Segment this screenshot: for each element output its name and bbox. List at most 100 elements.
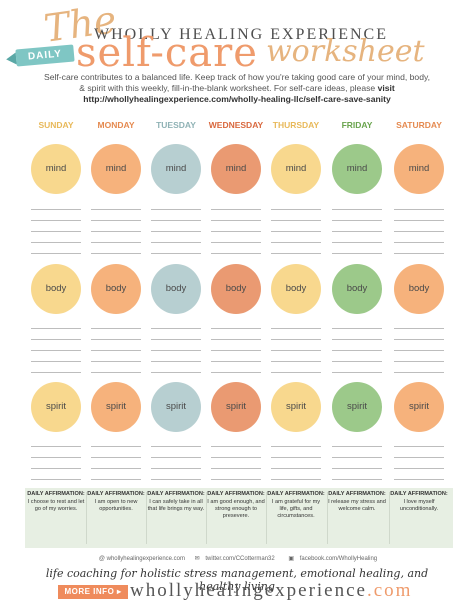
spirit-write-line[interactable] [91,479,141,480]
body-write-line[interactable] [394,350,444,351]
body-write-line[interactable] [332,328,382,329]
mind-write-line[interactable] [271,231,321,232]
spirit-write-line[interactable] [211,446,261,447]
intro-visit-link[interactable]: visit http://whollyhealingexperience.com… [83,83,395,104]
spirit-write-line[interactable] [211,457,261,458]
mind-write-line[interactable] [394,253,444,254]
mind-write-line[interactable] [211,209,261,210]
body-write-line[interactable] [394,328,444,329]
mind-write-line[interactable] [31,253,81,254]
body-write-line[interactable] [332,339,382,340]
spirit-write-line[interactable] [31,479,81,480]
body-write-line[interactable] [211,372,261,373]
body-write-line[interactable] [271,372,321,373]
body-write-line[interactable] [394,372,444,373]
mind-write-line[interactable] [332,253,382,254]
body-write-line[interactable] [31,328,81,329]
body-write-line[interactable] [332,361,382,362]
body-write-line[interactable] [211,361,261,362]
body-write-line[interactable] [91,350,141,351]
mind-write-line[interactable] [151,231,201,232]
mind-write-line[interactable] [91,253,141,254]
spirit-write-line[interactable] [271,468,321,469]
mind-write-line[interactable] [332,231,382,232]
mind-write-line[interactable] [271,209,321,210]
mind-write-line[interactable] [211,253,261,254]
mind-write-line[interactable] [91,231,141,232]
mind-write-line[interactable] [394,220,444,221]
more-info-button[interactable]: MORE INFO ▸ [58,585,128,599]
spirit-write-line[interactable] [394,468,444,469]
body-write-line[interactable] [211,328,261,329]
body-write-line[interactable] [151,350,201,351]
spirit-write-line[interactable] [271,446,321,447]
spirit-write-line[interactable] [151,446,201,447]
spirit-write-line[interactable] [31,468,81,469]
body-write-line[interactable] [91,361,141,362]
spirit-write-line[interactable] [211,479,261,480]
mind-write-line[interactable] [271,253,321,254]
spirit-write-line[interactable] [151,468,201,469]
mind-write-line[interactable] [332,242,382,243]
spirit-write-line[interactable] [332,446,382,447]
spirit-write-line[interactable] [332,468,382,469]
body-write-line[interactable] [31,361,81,362]
body-write-line[interactable] [151,328,201,329]
body-write-line[interactable] [332,372,382,373]
spirit-write-line[interactable] [31,446,81,447]
mind-write-line[interactable] [271,220,321,221]
mind-write-line[interactable] [211,242,261,243]
body-write-line[interactable] [394,339,444,340]
body-write-line[interactable] [91,328,141,329]
body-write-line[interactable] [271,350,321,351]
mind-write-line[interactable] [91,220,141,221]
body-write-line[interactable] [91,372,141,373]
body-write-line[interactable] [211,339,261,340]
mind-write-line[interactable] [91,242,141,243]
mind-write-line[interactable] [151,242,201,243]
twitter-link[interactable]: ✉ twitter.com/CCotterman32 [194,556,275,562]
mind-write-line[interactable] [31,231,81,232]
body-write-line[interactable] [31,350,81,351]
spirit-write-line[interactable] [271,457,321,458]
spirit-write-line[interactable] [394,446,444,447]
body-write-line[interactable] [31,339,81,340]
mind-write-line[interactable] [31,220,81,221]
body-write-line[interactable] [271,328,321,329]
mind-write-line[interactable] [151,220,201,221]
body-write-line[interactable] [394,361,444,362]
mind-write-line[interactable] [332,220,382,221]
mind-write-line[interactable] [31,242,81,243]
body-write-line[interactable] [91,339,141,340]
mind-write-line[interactable] [91,209,141,210]
body-write-line[interactable] [151,372,201,373]
spirit-write-line[interactable] [91,457,141,458]
mind-write-line[interactable] [394,209,444,210]
body-write-line[interactable] [151,361,201,362]
spirit-write-line[interactable] [91,468,141,469]
spirit-write-line[interactable] [332,479,382,480]
instagram-link[interactable]: @ whollyhealingexperience.com [98,556,185,562]
footer-brand[interactable]: whollyhealingexperience.com [130,580,412,602]
spirit-write-line[interactable] [151,457,201,458]
facebook-link[interactable]: ▣ facebook.com/WhollyHealing [288,556,378,562]
body-write-line[interactable] [332,350,382,351]
body-write-line[interactable] [151,339,201,340]
spirit-write-line[interactable] [271,479,321,480]
body-write-line[interactable] [271,361,321,362]
body-write-line[interactable] [271,339,321,340]
spirit-write-line[interactable] [31,457,81,458]
spirit-write-line[interactable] [91,446,141,447]
mind-write-line[interactable] [151,209,201,210]
spirit-write-line[interactable] [151,479,201,480]
body-write-line[interactable] [211,350,261,351]
mind-write-line[interactable] [271,242,321,243]
spirit-write-line[interactable] [211,468,261,469]
mind-write-line[interactable] [151,253,201,254]
mind-write-line[interactable] [394,242,444,243]
mind-write-line[interactable] [211,231,261,232]
spirit-write-line[interactable] [394,479,444,480]
mind-write-line[interactable] [31,209,81,210]
body-write-line[interactable] [31,372,81,373]
mind-write-line[interactable] [394,231,444,232]
